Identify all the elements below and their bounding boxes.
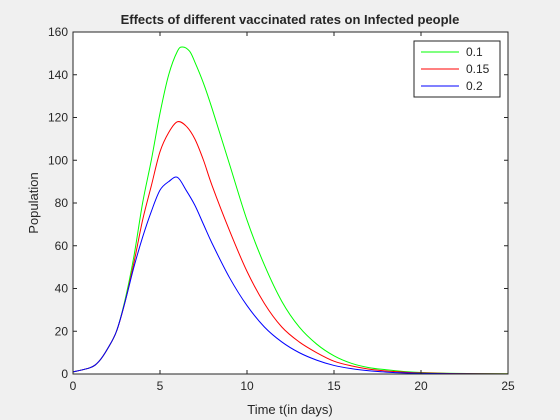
y-tick-label: 20 (55, 324, 69, 338)
y-axis-label: Population (26, 172, 41, 233)
legend: 0.1 0.15 0.2 (413, 40, 501, 98)
series-line-2 (72, 176, 509, 375)
y-tick-label: 0 (61, 367, 68, 381)
y-tick-label: 40 (55, 282, 69, 296)
x-tick-label: 15 (327, 379, 341, 393)
x-tick-label: 20 (414, 379, 428, 393)
legend-label-1: 0.15 (466, 62, 490, 76)
series-layer (72, 46, 509, 375)
y-tick-label: 120 (48, 111, 68, 125)
axes-layer: 0 5 10 15 20 25 0 20 40 60 80 100 120 140 160 (48, 25, 515, 393)
series-line-0 (72, 46, 509, 375)
x-axis-label: Time t(in days) (247, 402, 332, 417)
x-tick-label: 5 (157, 379, 164, 393)
legend-label-0: 0.1 (466, 45, 483, 59)
y-tick-label: 60 (55, 239, 69, 253)
y-tick-label: 140 (48, 68, 68, 82)
x-tick-label: 0 (70, 379, 77, 393)
y-tick-label: 80 (55, 196, 69, 210)
legend-label-2: 0.2 (466, 79, 483, 93)
y-tick-label: 100 (48, 153, 68, 167)
x-tick-label: 25 (501, 379, 515, 393)
x-tick-label: 10 (240, 379, 254, 393)
chart-title: Effects of different vaccinated rates on… (121, 12, 460, 27)
y-tick-label: 160 (48, 25, 68, 39)
